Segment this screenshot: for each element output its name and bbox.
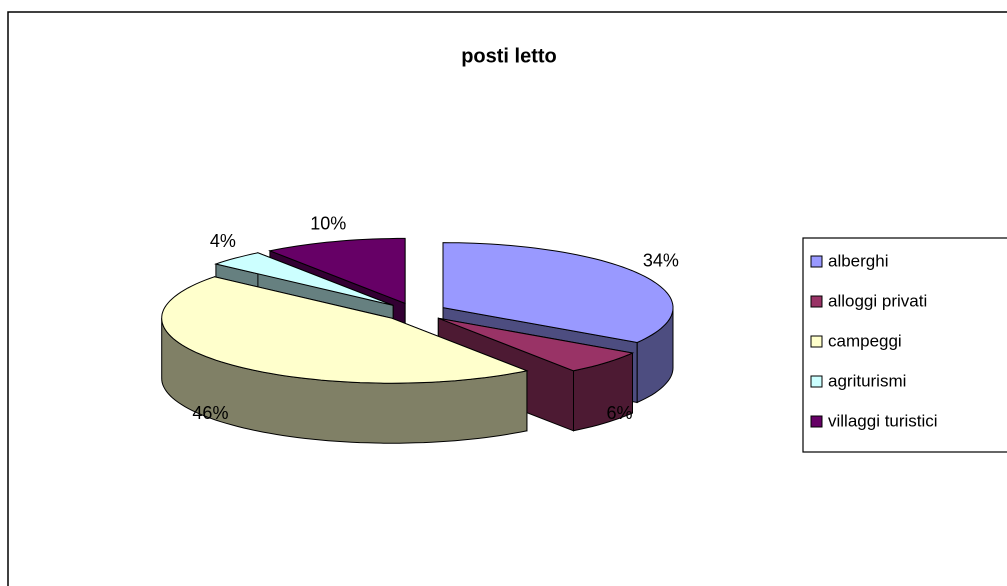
slice-top (438, 317, 635, 372)
legend-swatch (810, 335, 823, 348)
slice-top (214, 252, 394, 306)
legend-swatch (810, 255, 823, 268)
chart-title: posti letto (461, 45, 557, 67)
data-label: 34% (643, 251, 679, 271)
slice-top (161, 276, 529, 384)
slice-top (442, 242, 674, 344)
slice-top (268, 237, 406, 305)
legend-label: alberghi (828, 251, 889, 270)
legend-label: villaggi turistici (828, 411, 938, 430)
legend-box (802, 237, 1007, 453)
data-label: 10% (310, 213, 346, 233)
legend-swatch (810, 295, 823, 308)
legend-swatch (810, 415, 823, 428)
data-label: 46% (192, 403, 228, 423)
legend-label: agriturismi (828, 371, 906, 390)
data-label: 6% (607, 403, 633, 423)
legend-label: campeggi (828, 331, 902, 350)
data-label: 4% (210, 231, 236, 251)
legend-swatch (810, 375, 823, 388)
legend-label: alloggi privati (828, 291, 927, 310)
slice (161, 276, 529, 444)
